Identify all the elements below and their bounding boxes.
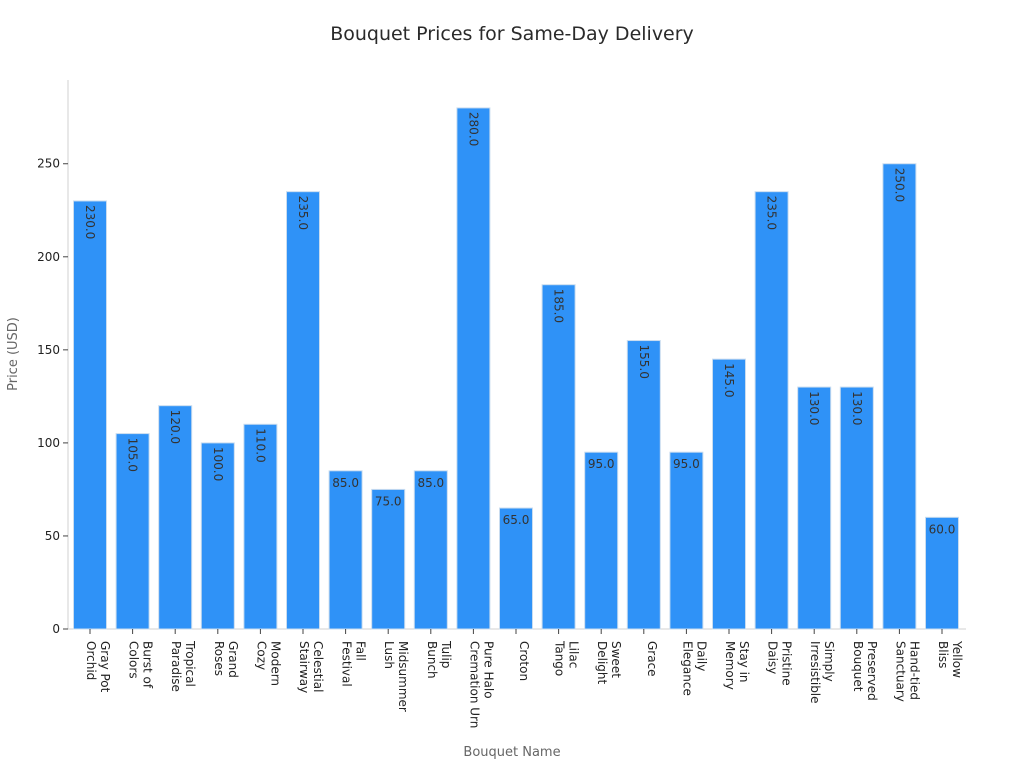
bar xyxy=(328,470,363,630)
y-tick-label: 150 xyxy=(37,343,60,357)
x-tick-label: ModernCozy xyxy=(254,641,282,686)
x-tick-label: PreservedBouquet xyxy=(851,641,879,701)
bar xyxy=(584,451,619,630)
x-tick-label: SimplyIrresistible xyxy=(808,641,836,704)
bar xyxy=(456,107,491,630)
x-tick-label: CelestialStairway xyxy=(297,641,325,693)
bar-value-label: 110.0 xyxy=(253,428,267,462)
x-tick-label: DailyElegance xyxy=(680,641,708,696)
bar-value-label: 85.0 xyxy=(332,476,359,490)
bar-value-label: 95.0 xyxy=(588,457,615,471)
x-tick-label: YellowBliss xyxy=(936,640,964,678)
x-tick-label: TropicalParadise xyxy=(169,640,197,692)
x-tick-label: FallFestival xyxy=(340,641,368,687)
bar-value-label: 250.0 xyxy=(892,168,906,202)
x-tick-label: PristineDaisy xyxy=(766,641,794,686)
bar xyxy=(200,442,235,630)
bar-value-label: 95.0 xyxy=(673,457,700,471)
bar-value-label: 155.0 xyxy=(637,345,651,379)
bar-value-label: 100.0 xyxy=(211,447,225,481)
bar xyxy=(712,358,746,630)
bar xyxy=(626,340,661,630)
x-tick-label: Stay inMemory xyxy=(723,641,751,690)
x-tick-label: Burst ofColors xyxy=(127,641,155,689)
y-tick-label: 200 xyxy=(37,250,60,264)
bar-value-label: 280.0 xyxy=(466,112,480,146)
plot-area: 0 50 100 150 200 250 230.0 Gray PotOrchid 105.0 B… xyxy=(37,80,966,728)
x-tick-label: Grace xyxy=(645,641,659,677)
bar xyxy=(669,451,704,630)
bar-value-label: 65.0 xyxy=(503,513,530,527)
x-tick-label: GrandRoses xyxy=(212,641,240,678)
x-tick-label: LilacTango xyxy=(553,640,581,676)
bar xyxy=(413,470,448,630)
bar-value-label: 60.0 xyxy=(929,522,956,536)
x-tick-label: Pure HaloCremation Urn xyxy=(467,641,495,728)
y-tick-label: 50 xyxy=(45,529,60,543)
bar-value-label: 235.0 xyxy=(296,196,310,230)
bar xyxy=(286,191,320,630)
bar-value-label: 145.0 xyxy=(722,363,736,397)
bar xyxy=(158,405,193,630)
bar-value-label: 75.0 xyxy=(375,494,402,508)
bar xyxy=(371,488,406,630)
bar-value-label: 120.0 xyxy=(168,410,182,444)
bar-value-label: 105.0 xyxy=(126,438,140,472)
x-tick-label: MidsummerLush xyxy=(382,641,410,712)
bar-value-label: 85.0 xyxy=(417,476,444,490)
bar-value-label: 130.0 xyxy=(850,391,864,425)
bar xyxy=(754,191,789,630)
bar xyxy=(115,433,150,630)
x-tick-label: Gray PotOrchid xyxy=(84,641,112,693)
x-tick-label: Croton xyxy=(517,641,531,681)
bar xyxy=(499,507,533,630)
y-axis-label: Price (USD) xyxy=(6,317,21,391)
y-tick-label: 250 xyxy=(37,157,60,171)
bar-value-label: 235.0 xyxy=(765,196,779,230)
y-tick-label: 100 xyxy=(37,436,60,450)
chart-title: Bouquet Prices for Same-Day Delivery xyxy=(330,23,694,45)
bar xyxy=(243,423,278,630)
bar-value-label: 130.0 xyxy=(807,391,821,425)
y-tick-label: 0 xyxy=(52,622,60,636)
bar xyxy=(797,386,832,630)
x-tick-label: TulipBunch xyxy=(425,640,453,679)
bar xyxy=(541,284,576,630)
bar-value-label: 230.0 xyxy=(83,205,97,239)
bar-value-label: 185.0 xyxy=(552,289,566,323)
bar xyxy=(73,200,107,630)
x-tick-label: SweetDelight xyxy=(595,641,623,685)
x-axis-label: Bouquet Name xyxy=(463,745,560,760)
bar xyxy=(882,163,917,630)
bar xyxy=(925,516,959,630)
x-tick-label: Hand-tiedSanctuary xyxy=(893,641,921,702)
